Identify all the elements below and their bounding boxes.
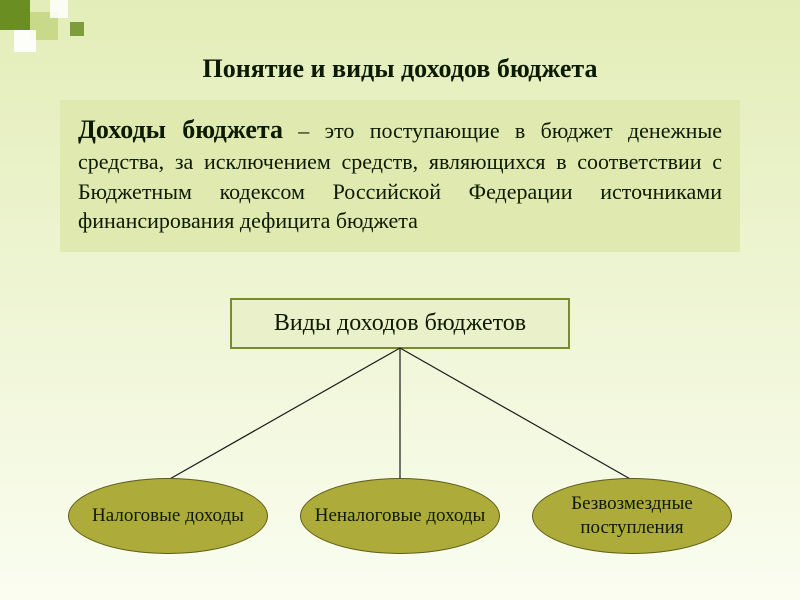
leaf-nontax-revenue: Неналоговые доходы [300,478,500,554]
definition-box: Доходы бюджета – это поступающие в бюдже… [60,100,740,252]
leaf-gratuitous: Безвозмездные поступления [532,478,732,554]
types-header: Виды доходов бюджетов [230,298,570,349]
leaf-tax-revenue: Налоговые доходы [68,478,268,554]
definition-term: Доходы бюджета [78,115,283,144]
slide-title: Понятие и виды доходов бюджета [0,54,800,84]
